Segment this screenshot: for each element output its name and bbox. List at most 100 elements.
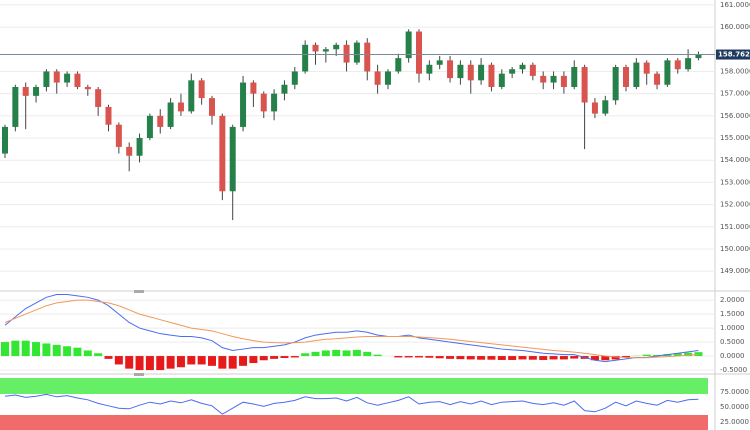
candle-body: [602, 100, 609, 114]
y-tick-label: 1.0000: [720, 324, 745, 332]
y-tick-label: 161.0000: [720, 1, 750, 9]
candle-body: [612, 67, 619, 101]
histogram-bar: [1, 342, 9, 357]
y-tick-label: 155.0000: [720, 134, 750, 142]
histogram-bar: [590, 356, 599, 361]
histogram-bar: [415, 356, 423, 358]
candle-body: [395, 58, 402, 72]
candle-body: [198, 80, 205, 99]
resize-handle[interactable]: [134, 373, 144, 376]
histogram-bar: [42, 343, 51, 357]
candle-body: [519, 64, 526, 70]
candle-body: [53, 71, 60, 83]
y-tick-label: -0.5000: [720, 366, 747, 374]
histogram-bar: [570, 356, 579, 359]
histogram-bar: [342, 350, 351, 357]
resize-handle[interactable]: [134, 290, 144, 293]
y-tick-label: 50.0000: [720, 403, 749, 411]
candle-body: [488, 64, 495, 87]
histogram-bar: [63, 346, 72, 357]
macd-panel: [0, 294, 715, 371]
candle-body: [405, 31, 412, 59]
histogram-bar: [94, 353, 103, 357]
histogram-bar: [83, 350, 92, 357]
candle-body: [271, 93, 278, 112]
y-tick-label: 0.0000: [720, 352, 745, 360]
y-tick-label: 25.0000: [720, 418, 749, 426]
candle-body: [509, 69, 516, 74]
candle-body: [302, 44, 309, 72]
histogram-bar: [239, 356, 248, 366]
histogram-bar: [673, 353, 682, 357]
histogram-bar: [32, 342, 41, 357]
candle-body: [353, 42, 360, 63]
histogram-bar: [166, 356, 175, 369]
y-tick-label: 154.0000: [720, 156, 750, 164]
candle-body: [157, 115, 164, 127]
histogram-bar: [156, 356, 165, 371]
price-panel: [0, 4, 715, 272]
candle-body: [654, 73, 661, 85]
histogram-bar: [508, 356, 517, 360]
y-tick-label: 0.5000: [720, 338, 745, 346]
histogram-bar: [187, 356, 196, 365]
histogram-bar: [228, 356, 237, 369]
candle-body: [291, 71, 298, 85]
candle-body: [312, 44, 319, 52]
histogram-bar: [218, 356, 227, 369]
candle-body: [22, 86, 29, 96]
candle-body: [436, 60, 443, 65]
y-tick-label: 151.0000: [720, 223, 750, 231]
candle-body: [281, 84, 288, 94]
candle-body: [540, 75, 547, 83]
histogram-bar: [394, 356, 403, 358]
candle-body: [64, 73, 71, 83]
candle-body: [695, 54, 702, 59]
macd-line: [4, 294, 699, 363]
histogram-bar: [311, 351, 320, 357]
axis-labels: 149.0000 150.0000 151.0000 152.0000 153.0000…: [716, 1, 750, 426]
y-tick-label: 149.0000: [720, 267, 750, 275]
candle-body: [467, 64, 474, 81]
candle-body: [2, 126, 8, 154]
histogram-bar: [21, 340, 30, 357]
histogram-bar: [73, 347, 82, 357]
histogram-bar: [176, 356, 185, 368]
histogram-bar: [684, 352, 693, 357]
candle-body: [43, 71, 50, 87]
histogram-bar: [301, 353, 310, 357]
y-tick-label: 160.0000: [720, 23, 750, 31]
candle-body: [146, 115, 153, 139]
histogram-bar: [601, 356, 610, 361]
candle-body: [416, 31, 422, 74]
histogram-bar: [125, 356, 134, 369]
histogram-bar: [477, 356, 486, 360]
candle-body: [219, 115, 226, 192]
histogram-bar: [135, 356, 144, 371]
histogram-bar: [332, 349, 341, 357]
histogram-bar: [373, 354, 382, 357]
histogram-bar: [549, 356, 558, 360]
candle-body: [374, 71, 381, 85]
y-tick-label: 150.0000: [720, 245, 750, 253]
candle-body: [498, 73, 505, 87]
candle-body: [95, 89, 102, 107]
candle-body: [188, 80, 195, 112]
candle-body: [571, 67, 578, 87]
candle-body: [685, 58, 692, 70]
candle-body: [12, 86, 19, 127]
histogram-bar: [104, 356, 113, 359]
candle-body: [457, 64, 464, 79]
rsi-panel: [4, 393, 699, 415]
candle-body: [674, 60, 681, 70]
candle-body: [529, 64, 536, 76]
histogram-bar: [694, 352, 703, 357]
candle-body: [664, 60, 671, 85]
histogram-bar: [352, 349, 361, 357]
y-tick-label: 2.0000: [720, 296, 745, 304]
candle-body: [364, 42, 371, 72]
y-tick-label: 1.5000: [720, 310, 745, 318]
candle-body: [105, 106, 112, 125]
candle-body: [447, 60, 454, 79]
